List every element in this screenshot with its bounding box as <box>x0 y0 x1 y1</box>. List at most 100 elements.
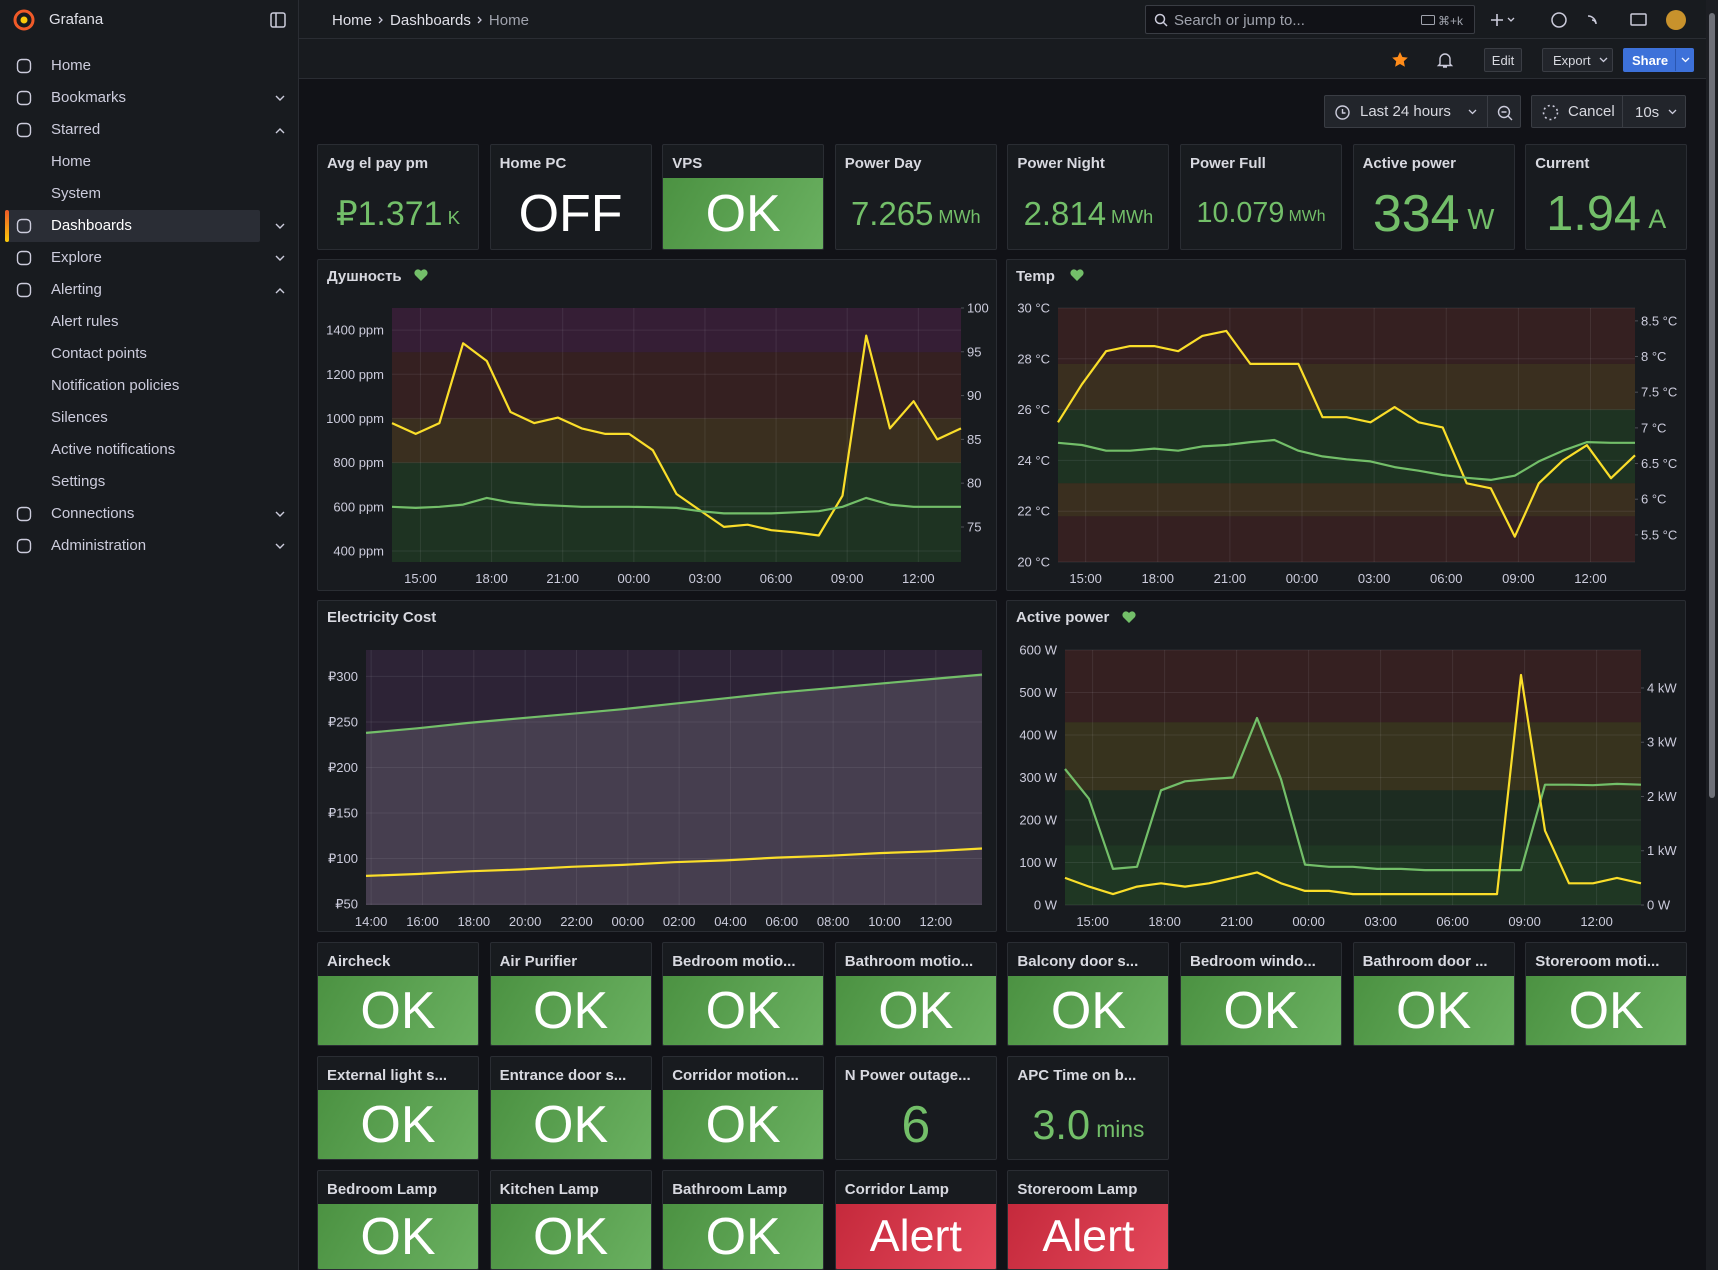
share-button[interactable]: Share <box>1623 48 1694 72</box>
stat-background: OK <box>1353 976 1514 1045</box>
stat-value-box: 1.94 A <box>1526 178 1686 249</box>
threshold-band <box>392 418 961 463</box>
threshold-band <box>392 308 961 353</box>
star-icon[interactable] <box>1391 51 1409 69</box>
stat-panel: Entrance door s... OK <box>489 1056 652 1160</box>
y2-tick-label: 75 <box>967 519 981 534</box>
stat-title: VPS <box>672 155 703 172</box>
breadcrumb: Home <box>488 11 529 29</box>
stat-value: OK <box>533 1207 609 1266</box>
x-tick-label: 21:00 <box>546 571 579 586</box>
clock-icon <box>1335 105 1350 120</box>
y2-tick-label: 100 <box>967 301 989 316</box>
stat-title: Bathroom door ... <box>1362 953 1488 970</box>
stat-value-box: 334 W <box>1354 178 1514 249</box>
nav-item[interactable]: Home <box>51 57 92 74</box>
chevron-path <box>275 128 285 134</box>
nav-subitem[interactable]: System <box>51 185 102 202</box>
x-tick-label: 21:00 <box>1214 571 1247 586</box>
nav-item[interactable]: Starred <box>51 121 101 138</box>
chart-panel: Electricity Cost 14:00 16:00 18:00 20:00 22:0… <box>317 600 997 932</box>
chevron <box>275 223 285 229</box>
refresh-picker[interactable]: Cancel 10s <box>1531 95 1686 128</box>
nav-item[interactable]: Dashboards <box>51 217 132 234</box>
stat-value: OK <box>1223 981 1299 1040</box>
nav-item[interactable]: Administration <box>51 537 147 554</box>
x-tick-label: 12:00 <box>1580 914 1613 929</box>
x-tick-label: 18:00 <box>475 571 508 586</box>
x-tick-label: 18:00 <box>458 914 491 929</box>
stat-title: Kitchen Lamp <box>499 1181 599 1198</box>
time-picker[interactable]: Last 24 hours <box>1324 95 1521 128</box>
nav-subitem[interactable]: Silences <box>51 409 108 426</box>
nav-subitem[interactable]: Contact points <box>51 345 147 362</box>
y-tick-label: ₽250 <box>328 714 358 729</box>
scroll-thumb[interactable] <box>1709 13 1715 798</box>
stat-panel: Corridor Lamp Alert <box>834 1170 997 1270</box>
stat-panel: Storeroom Lamp Alert <box>1007 1170 1170 1270</box>
search-box[interactable]: Search or jump to... ⌘+k <box>1145 5 1475 34</box>
x-tick-label: 03:00 <box>1358 571 1391 586</box>
stat-value: ₽1.371 <box>335 194 443 233</box>
nav-item[interactable]: Explore <box>51 249 102 266</box>
zoom-out-icon[interactable] <box>1497 105 1513 121</box>
bell-icon[interactable] <box>1436 51 1454 69</box>
edit-button[interactable]: Edit <box>1484 48 1522 72</box>
stat-title: External light s... <box>327 1067 448 1084</box>
breadcrumb[interactable]: Dashboards <box>390 11 471 29</box>
stat-background: OK <box>663 178 824 249</box>
help-icon[interactable] <box>1551 12 1567 28</box>
series-line <box>1064 716 1642 872</box>
breadcrumb[interactable]: Home <box>332 11 373 29</box>
nav-item[interactable]: Connections <box>51 505 135 522</box>
stat-panel: Power Night 2.814 MWh <box>1007 144 1170 250</box>
x-tick-label: 06:00 <box>766 914 799 929</box>
nav-icon-shape <box>16 218 32 234</box>
stat-background: OK <box>663 1090 824 1159</box>
nav-item[interactable]: Alerting <box>51 281 102 298</box>
stat-title: Corridor Lamp <box>844 1181 949 1198</box>
y2-tick-label: 6 °C <box>1641 492 1666 507</box>
avatar[interactable] <box>1666 10 1686 30</box>
kiosk-icon[interactable] <box>1630 13 1647 26</box>
scrollbar[interactable] <box>1706 0 1718 1270</box>
nav-subitem[interactable]: Settings <box>51 473 106 490</box>
add-icon[interactable] <box>1491 14 1503 26</box>
stat-panel: Bedroom motio... OK <box>662 942 825 1046</box>
add-chevron[interactable] <box>1507 17 1515 22</box>
chart-panel: Душность 15:00 18:00 21:00 00:00 03:00 06:00 09… <box>317 259 997 591</box>
stat-title: APC Time on b... <box>1017 1067 1137 1084</box>
stat-background: OK <box>490 1204 651 1269</box>
y-tick-label: ₽300 <box>328 669 358 684</box>
export-button[interactable]: Export <box>1542 48 1613 72</box>
stat-panel: Air Purifier OK <box>489 942 652 1046</box>
nav-subitem[interactable]: Active notifications <box>51 441 176 458</box>
nav-icon-shape <box>16 538 32 554</box>
nav-subitem[interactable]: Home <box>51 153 92 170</box>
stat-background: OK <box>490 1090 651 1159</box>
health-icon <box>1122 611 1136 623</box>
search-shortcut: ⌘+k <box>1438 14 1464 28</box>
dock-button[interactable] <box>270 12 286 28</box>
nav-subitem[interactable]: Notification policies <box>51 377 180 394</box>
y-tick-label: 20 °C <box>1017 555 1050 570</box>
threshold-band <box>1065 650 1641 723</box>
series-area <box>366 674 982 905</box>
x-tick-label: 20:00 <box>509 914 542 929</box>
refresh-interval[interactable]: 10s <box>1635 104 1660 121</box>
y-tick-label: 400 ppm <box>333 543 384 558</box>
chevron-path <box>275 255 285 261</box>
nav-item[interactable]: Bookmarks <box>51 89 127 106</box>
y2-tick-label: 1 kW <box>1647 843 1677 858</box>
cancel-label[interactable]: Cancel <box>1568 103 1615 120</box>
threshold-band <box>1065 845 1641 905</box>
sidebar: Grafana Home Bookmarks Starred Home System Da… <box>0 0 299 1270</box>
stat-title: Power Day <box>844 155 922 172</box>
stat-panel: Bedroom windo... OK <box>1180 942 1342 1046</box>
y-tick-label: 1000 ppm <box>326 411 384 426</box>
y-tick-label: 500 W <box>1019 685 1057 700</box>
news-icon[interactable] <box>1587 15 1597 25</box>
nav-subitem[interactable]: Alert rules <box>51 313 119 330</box>
stat-background: OK <box>318 1090 478 1159</box>
